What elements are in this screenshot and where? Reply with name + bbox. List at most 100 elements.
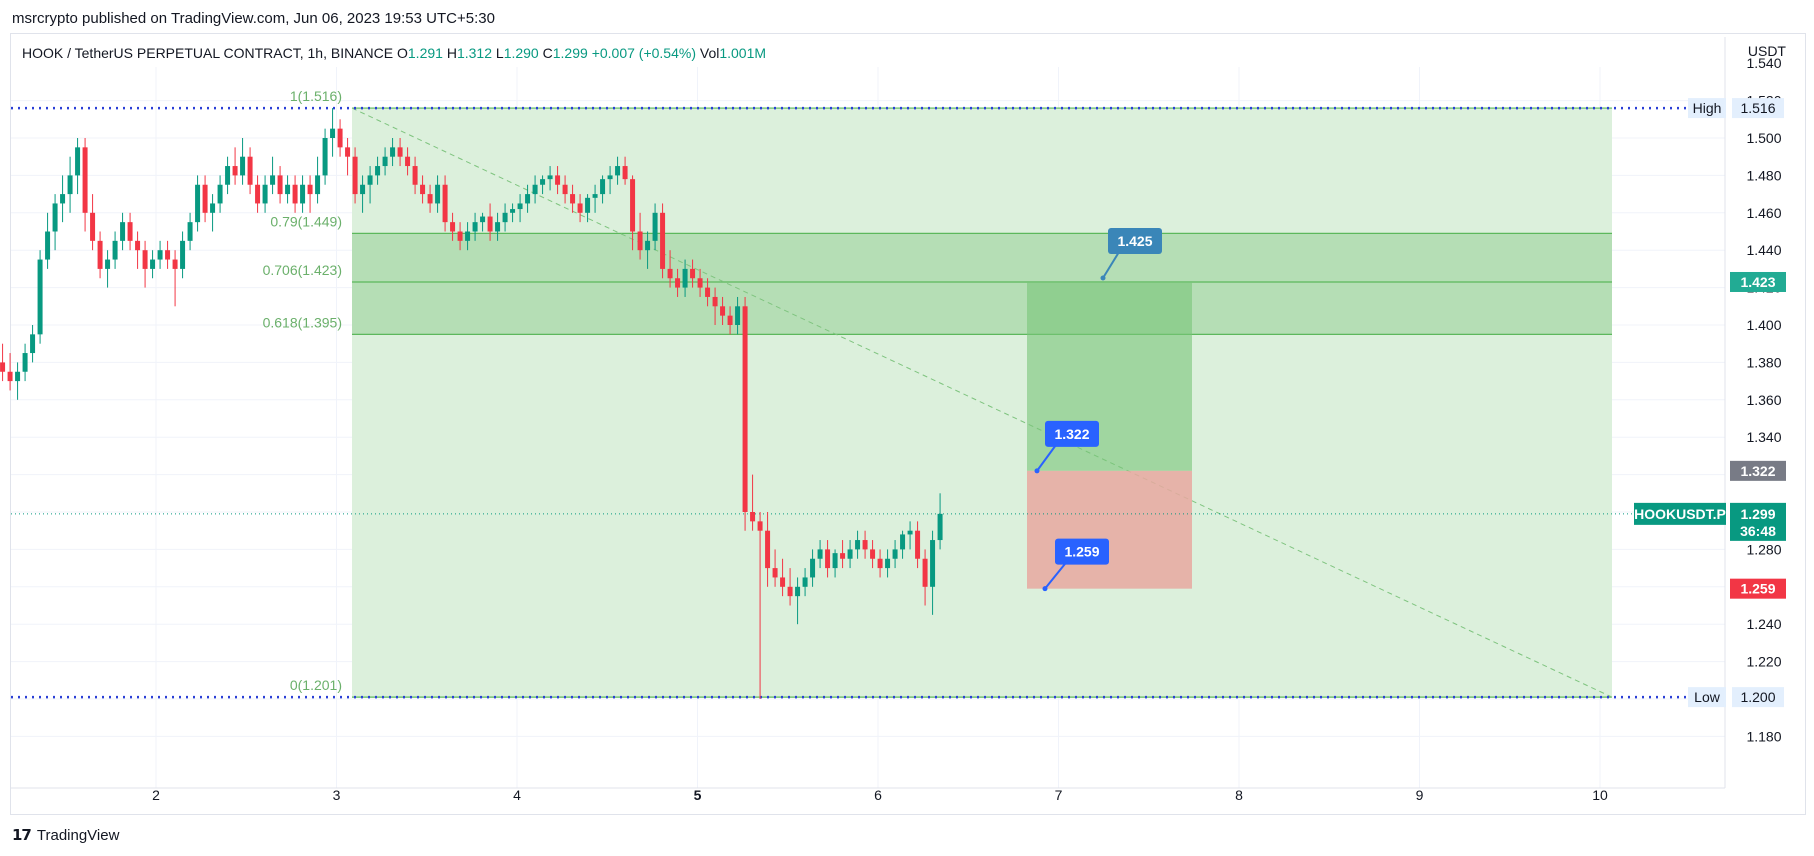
high-label: High	[1693, 100, 1722, 116]
candle-body	[307, 184, 313, 195]
high-label: H	[446, 45, 457, 61]
candle-body	[420, 184, 426, 195]
candle-body	[592, 194, 598, 198]
candle-body	[90, 212, 96, 241]
fib-level-label: 0(1.201)	[290, 677, 342, 693]
candle-body	[915, 530, 921, 559]
candle-body	[97, 240, 103, 269]
candle-body	[240, 156, 246, 176]
high-label-box	[1688, 98, 1726, 119]
fib-trend-line	[351, 107, 1613, 698]
candle-body	[900, 534, 906, 550]
candle-body	[787, 586, 793, 597]
fib-level-label: 0.618(1.395)	[263, 314, 342, 330]
volume-value: 1.001M	[719, 45, 767, 61]
time-tick-label: 4	[513, 787, 521, 803]
current-price-value: 1.299	[1740, 506, 1775, 522]
price-callout[interactable]	[1108, 227, 1162, 254]
symbol-title: HOOK / TetherUS PERPETUAL CONTRACT, 1h, …	[22, 45, 394, 61]
candle-body	[187, 222, 193, 241]
symbol-tag	[1634, 502, 1726, 525]
candle-body	[255, 184, 261, 204]
high-value: 1.516	[1740, 100, 1775, 116]
high-value: 1.312	[456, 45, 492, 61]
candle-body	[285, 184, 291, 195]
candle-body	[585, 197, 591, 213]
candle-body	[930, 540, 936, 587]
candle-body	[667, 268, 673, 279]
candle-body	[30, 334, 36, 354]
candle-body	[562, 184, 568, 195]
candle-body	[195, 184, 201, 223]
price-tick-label: 1.240	[1746, 616, 1781, 632]
price-tick-label: 1.360	[1746, 392, 1781, 408]
callout-anchor	[1042, 586, 1048, 592]
candle-body	[502, 212, 508, 223]
candle-body	[375, 166, 381, 176]
price-tick-label: 1.400	[1746, 317, 1781, 333]
candle-body	[0, 362, 6, 372]
price-callout[interactable]	[1045, 420, 1099, 447]
candle-body	[660, 212, 666, 269]
candle-body	[262, 184, 268, 204]
time-tick-label: 7	[1055, 787, 1063, 803]
candle-body	[547, 175, 553, 180]
open-value: 1.291	[407, 45, 443, 61]
currency-label: USDT	[1747, 43, 1786, 59]
candle-body	[232, 166, 238, 176]
candle-body	[172, 259, 178, 269]
candle-body	[765, 530, 771, 569]
candle-body	[772, 568, 778, 578]
candle-body	[52, 203, 58, 232]
candle-body	[637, 231, 643, 251]
candle-body	[150, 259, 156, 269]
candle-body	[510, 209, 516, 213]
candle-body	[645, 240, 651, 251]
candle-body	[682, 268, 688, 288]
fib-level-label: 1(1.516)	[290, 88, 342, 104]
candle-body	[382, 156, 388, 167]
candle-body	[142, 250, 148, 269]
candle-body	[922, 558, 928, 587]
candle-body	[555, 175, 561, 185]
candle-body	[450, 222, 456, 232]
candle-body	[270, 175, 276, 185]
candle-body	[75, 147, 81, 176]
price-callout-label: 1.322	[1054, 426, 1089, 442]
candle-body	[465, 231, 471, 241]
footer-brand: TradingView	[36, 826, 120, 844]
candle-body	[210, 203, 216, 213]
candle-body	[105, 259, 111, 269]
price-callout[interactable]	[1055, 538, 1109, 565]
time-tick-label: 8	[1235, 787, 1243, 803]
price-tag	[1730, 460, 1786, 481]
price-tick-label: 1.380	[1746, 354, 1781, 370]
candle-body	[742, 306, 748, 512]
candle-body	[480, 216, 486, 223]
candle-body	[360, 184, 366, 195]
price-tag	[1730, 578, 1786, 599]
open-label: O	[397, 45, 408, 61]
candle-body	[675, 278, 681, 288]
time-tick-label: 3	[333, 787, 341, 803]
candle-body	[757, 521, 763, 531]
time-tick-label: 10	[1592, 787, 1608, 803]
candle-body	[615, 166, 621, 176]
symbol-tag-label: HOOKUSDT.P	[1634, 506, 1726, 522]
candle-body	[367, 175, 373, 185]
candle-body	[330, 128, 336, 138]
candle-body	[495, 222, 501, 232]
footer: 𝟭𝟳 TradingView	[12, 826, 120, 845]
price-tick-label: 1.540	[1746, 55, 1781, 71]
candle-body	[82, 147, 88, 213]
candle-body	[720, 306, 726, 316]
candle-body	[840, 553, 846, 559]
candle-body	[855, 540, 861, 550]
candle-body	[870, 549, 876, 559]
candle-body	[810, 558, 816, 578]
candle-body	[600, 179, 606, 195]
position-stop-zone[interactable]	[1027, 470, 1192, 589]
candle-body	[277, 175, 283, 195]
low-label-box	[1688, 687, 1726, 708]
